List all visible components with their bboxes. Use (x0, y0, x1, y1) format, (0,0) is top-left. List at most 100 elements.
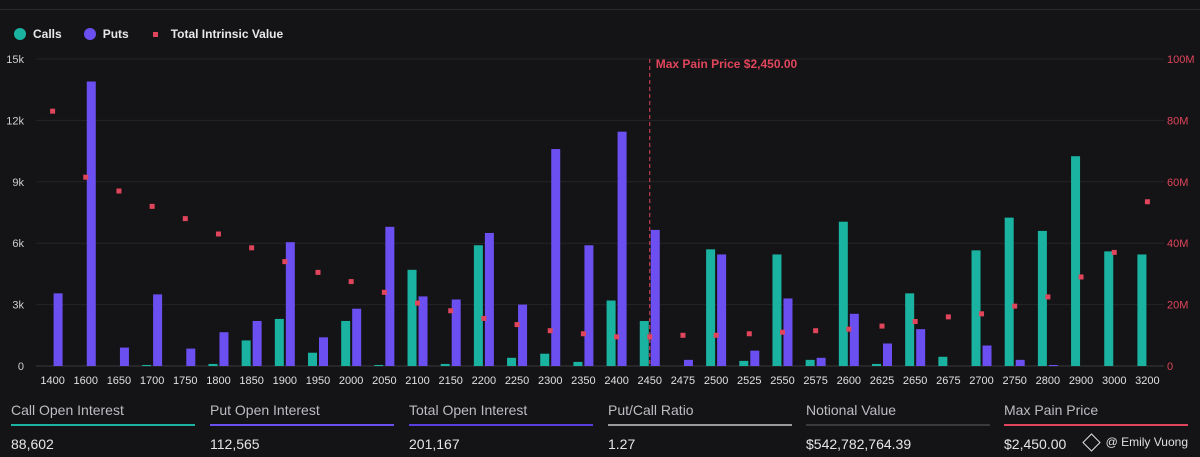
call-bar (440, 363, 450, 366)
intrinsic-value-point (547, 328, 553, 334)
legend-puts[interactable]: Puts (83, 27, 129, 41)
x-tick-label: 3000 (1102, 375, 1126, 387)
call-bar (1137, 254, 1147, 366)
call-bar (241, 340, 251, 366)
stat-total-oi-label: Total Open Interest (409, 402, 528, 418)
call-bar (308, 352, 317, 366)
x-tick-label: 2525 (737, 375, 761, 387)
intrinsic-value-point (680, 332, 686, 338)
y-right-tick-label: 80M (1167, 115, 1188, 127)
call-bar (1104, 251, 1114, 366)
stat-pc-ratio-label: Put/Call Ratio (608, 402, 694, 418)
legend-calls-label: Calls (33, 27, 62, 41)
legend-calls[interactable]: Calls (14, 27, 62, 41)
call-bar (507, 357, 517, 366)
put-bar (385, 226, 395, 366)
put-bar (352, 308, 362, 366)
x-tick-label: 2625 (870, 375, 894, 387)
stat-pc-ratio: Put/Call Ratio 1.27 (608, 392, 794, 452)
intrinsic-value-point (182, 216, 188, 222)
puts-swatch-icon (83, 28, 96, 40)
x-tick-label: 2600 (837, 375, 861, 387)
y-left-tick-label: 6k (12, 238, 24, 250)
put-bar (484, 232, 494, 366)
put-bar (153, 294, 163, 366)
stat-call-oi-bar (11, 424, 195, 426)
call-bar (606, 300, 616, 366)
x-tick-label: 2450 (638, 375, 662, 387)
brand-logo-icon (1081, 432, 1101, 452)
legend-intrinsic-label: Total Intrinsic Value (170, 27, 284, 41)
stat-call-oi-value: 88,602 (11, 436, 54, 452)
x-tick-label: 2400 (604, 375, 628, 387)
put-bar (451, 299, 461, 366)
watermark: @ Emily Vuong (1081, 432, 1188, 452)
x-tick-label: 1600 (74, 375, 98, 387)
put-bar (285, 242, 295, 366)
stat-max-pain: Max Pain Price $2,450.00 (1004, 392, 1190, 452)
stat-call-oi: Call Open Interest 88,602 (11, 392, 197, 452)
y-right-tick-label: 20M (1167, 300, 1188, 312)
intrinsic-value-point (580, 331, 586, 337)
put-bar (750, 350, 760, 366)
intrinsic-value-point (83, 174, 89, 180)
y-left-tick-label: 12k (6, 115, 24, 127)
call-bar (706, 249, 716, 366)
call-bar (772, 254, 782, 366)
call-bar (905, 293, 915, 366)
chart-legend: Calls Puts Total Intrinsic Value (14, 27, 283, 41)
put-bar (883, 343, 892, 366)
open-interest-chart: 0 3k 6k 9k 12k 15k 0 20M 40M 60M 80M 100M 1400 1600 16… (6, 54, 1195, 387)
call-bar (938, 356, 948, 366)
put-bar (219, 332, 229, 366)
stat-notional-value: $542,782,764.39 (806, 436, 912, 452)
intrinsic-value-point (50, 108, 56, 114)
stats-panel: Call Open Interest 88,602 Put Open Inter… (0, 392, 1200, 457)
x-tick-label: 2200 (472, 375, 496, 387)
call-bar (838, 221, 848, 366)
stat-put-oi-value: 112,565 (210, 436, 260, 452)
stat-total-oi: Total Open Interest 201,167 (409, 392, 595, 452)
x-tick-label: 2250 (505, 375, 529, 387)
stat-total-oi-value: 201,167 (409, 436, 460, 452)
stat-max-pain-bar (1004, 424, 1188, 426)
y-right-tick-label: 60M (1167, 177, 1188, 189)
call-bar (971, 250, 981, 366)
put-bar (849, 313, 859, 366)
put-bar (418, 296, 428, 366)
y-left-tick-label: 3k (12, 300, 24, 312)
intrinsic-value-point (912, 318, 918, 324)
intrinsic-value-point (514, 322, 520, 328)
x-tick-label: 2750 (1002, 375, 1026, 387)
y-left-tick-label: 15k (6, 54, 24, 66)
put-bar (53, 293, 63, 366)
put-bar (86, 81, 96, 366)
x-tick-label: 2900 (1069, 375, 1093, 387)
intrinsic-value-point (149, 203, 155, 209)
call-bar (805, 359, 815, 366)
x-tick-label: 1950 (306, 375, 330, 387)
intrinsic-value-point (813, 328, 819, 334)
x-tick-label: 1400 (40, 375, 64, 387)
x-tick-label: 2050 (372, 375, 396, 387)
call-bar (1071, 156, 1081, 366)
stat-max-pain-label: Max Pain Price (1004, 402, 1099, 418)
x-tick-label: 2700 (969, 375, 993, 387)
legend-intrinsic[interactable]: Total Intrinsic Value (151, 27, 283, 41)
y-right-tick-label: 100M (1167, 54, 1195, 66)
put-bar (1048, 364, 1058, 366)
x-tick-label: 1800 (206, 375, 230, 387)
put-bar (650, 229, 660, 366)
intrinsic-swatch-icon (152, 31, 158, 37)
intrinsic-value-point (746, 331, 752, 337)
watermark-text: @ Emily Vuong (1105, 435, 1188, 449)
call-bar (142, 364, 152, 366)
call-bar (208, 363, 218, 366)
y-right-tick-label: 40M (1167, 238, 1188, 250)
stat-max-pain-value: $2,450.00 (1004, 436, 1067, 452)
stat-pc-ratio-bar (608, 424, 792, 426)
intrinsic-value-point (215, 231, 221, 237)
intrinsic-value-point (116, 188, 122, 194)
stat-notional-label: Notional Value (806, 402, 897, 418)
x-tick-label: 2100 (405, 375, 429, 387)
